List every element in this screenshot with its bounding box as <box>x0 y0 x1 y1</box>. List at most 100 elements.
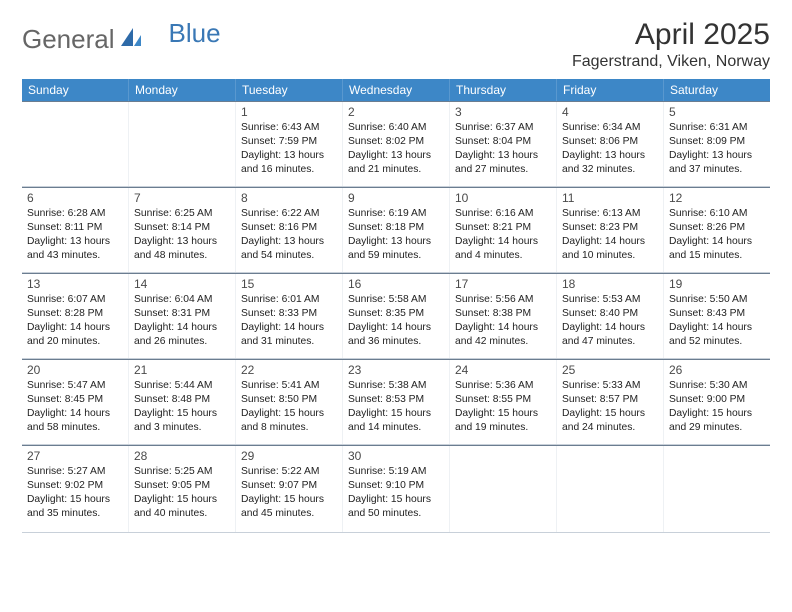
daylight-text: Daylight: 13 hours <box>241 235 337 249</box>
sunrise-text: Sunrise: 6:40 AM <box>348 121 444 135</box>
logo-text-blue: Blue <box>169 18 221 49</box>
sunrise-text: Sunrise: 6:16 AM <box>455 207 551 221</box>
daylight-text: Daylight: 15 hours <box>455 407 551 421</box>
day-cell: 15Sunrise: 6:01 AMSunset: 8:33 PMDayligh… <box>236 274 343 358</box>
daylight-text: Daylight: 15 hours <box>348 407 444 421</box>
brand-logo: General Blue <box>22 18 221 55</box>
sunset-text: Sunset: 8:26 PM <box>669 221 765 235</box>
day-cell: 26Sunrise: 5:30 AMSunset: 9:00 PMDayligh… <box>664 360 770 444</box>
sunset-text: Sunset: 8:02 PM <box>348 135 444 149</box>
week-row: 6Sunrise: 6:28 AMSunset: 8:11 PMDaylight… <box>22 187 770 273</box>
day-cell: 23Sunrise: 5:38 AMSunset: 8:53 PMDayligh… <box>343 360 450 444</box>
day-number: 28 <box>134 448 230 464</box>
sunset-text: Sunset: 9:05 PM <box>134 479 230 493</box>
empty-day-cell <box>664 446 770 532</box>
daylight-text: and 21 minutes. <box>348 163 444 177</box>
logo-sail-icon <box>119 24 143 55</box>
day-number: 29 <box>241 448 337 464</box>
daylight-text: Daylight: 13 hours <box>241 149 337 163</box>
day-cell: 30Sunrise: 5:19 AMSunset: 9:10 PMDayligh… <box>343 446 450 532</box>
sunrise-text: Sunrise: 6:10 AM <box>669 207 765 221</box>
daylight-text: Daylight: 14 hours <box>562 321 658 335</box>
day-cell: 24Sunrise: 5:36 AMSunset: 8:55 PMDayligh… <box>450 360 557 444</box>
dow-tuesday: Tuesday <box>236 79 343 101</box>
sunset-text: Sunset: 9:07 PM <box>241 479 337 493</box>
daylight-text: Daylight: 14 hours <box>348 321 444 335</box>
day-number: 12 <box>669 190 765 206</box>
sunset-text: Sunset: 8:23 PM <box>562 221 658 235</box>
day-number: 20 <box>27 362 123 378</box>
sunrise-text: Sunrise: 6:01 AM <box>241 293 337 307</box>
sunrise-text: Sunrise: 5:30 AM <box>669 379 765 393</box>
day-cell: 9Sunrise: 6:19 AMSunset: 8:18 PMDaylight… <box>343 188 450 272</box>
day-cell: 14Sunrise: 6:04 AMSunset: 8:31 PMDayligh… <box>129 274 236 358</box>
day-number: 4 <box>562 104 658 120</box>
day-cell: 27Sunrise: 5:27 AMSunset: 9:02 PMDayligh… <box>22 446 129 532</box>
day-cell: 18Sunrise: 5:53 AMSunset: 8:40 PMDayligh… <box>557 274 664 358</box>
day-number: 7 <box>134 190 230 206</box>
daylight-text: Daylight: 15 hours <box>562 407 658 421</box>
day-cell: 20Sunrise: 5:47 AMSunset: 8:45 PMDayligh… <box>22 360 129 444</box>
sunrise-text: Sunrise: 6:25 AM <box>134 207 230 221</box>
sunset-text: Sunset: 8:43 PM <box>669 307 765 321</box>
day-number: 6 <box>27 190 123 206</box>
sunset-text: Sunset: 8:40 PM <box>562 307 658 321</box>
sunrise-text: Sunrise: 5:25 AM <box>134 465 230 479</box>
sunrise-text: Sunrise: 6:19 AM <box>348 207 444 221</box>
dow-sunday: Sunday <box>22 79 129 101</box>
month-title: April 2025 <box>572 18 770 52</box>
daylight-text: Daylight: 13 hours <box>348 235 444 249</box>
sunrise-text: Sunrise: 5:33 AM <box>562 379 658 393</box>
daylight-text: and 45 minutes. <box>241 507 337 521</box>
sunset-text: Sunset: 8:33 PM <box>241 307 337 321</box>
sunset-text: Sunset: 9:00 PM <box>669 393 765 407</box>
week-row: 1Sunrise: 6:43 AMSunset: 7:59 PMDaylight… <box>22 101 770 187</box>
daylight-text: Daylight: 13 hours <box>669 149 765 163</box>
sunrise-text: Sunrise: 5:36 AM <box>455 379 551 393</box>
day-of-week-header: Sunday Monday Tuesday Wednesday Thursday… <box>22 79 770 101</box>
sunrise-text: Sunrise: 5:56 AM <box>455 293 551 307</box>
sunset-text: Sunset: 8:57 PM <box>562 393 658 407</box>
daylight-text: Daylight: 15 hours <box>134 407 230 421</box>
day-number: 3 <box>455 104 551 120</box>
day-number: 14 <box>134 276 230 292</box>
sunset-text: Sunset: 8:53 PM <box>348 393 444 407</box>
daylight-text: Daylight: 14 hours <box>134 321 230 335</box>
sunset-text: Sunset: 8:06 PM <box>562 135 658 149</box>
sunset-text: Sunset: 8:55 PM <box>455 393 551 407</box>
daylight-text: and 43 minutes. <box>27 249 123 263</box>
daylight-text: Daylight: 14 hours <box>669 321 765 335</box>
day-number: 2 <box>348 104 444 120</box>
day-cell: 5Sunrise: 6:31 AMSunset: 8:09 PMDaylight… <box>664 102 770 186</box>
daylight-text: Daylight: 14 hours <box>455 321 551 335</box>
day-number: 11 <box>562 190 658 206</box>
daylight-text: Daylight: 15 hours <box>134 493 230 507</box>
day-number: 22 <box>241 362 337 378</box>
sunset-text: Sunset: 8:50 PM <box>241 393 337 407</box>
day-cell: 12Sunrise: 6:10 AMSunset: 8:26 PMDayligh… <box>664 188 770 272</box>
day-number: 30 <box>348 448 444 464</box>
daylight-text: and 37 minutes. <box>669 163 765 177</box>
sunset-text: Sunset: 8:04 PM <box>455 135 551 149</box>
day-number: 9 <box>348 190 444 206</box>
daylight-text: and 42 minutes. <box>455 335 551 349</box>
day-number: 15 <box>241 276 337 292</box>
sunrise-text: Sunrise: 6:22 AM <box>241 207 337 221</box>
sunrise-text: Sunrise: 6:37 AM <box>455 121 551 135</box>
day-cell: 22Sunrise: 5:41 AMSunset: 8:50 PMDayligh… <box>236 360 343 444</box>
sunset-text: Sunset: 8:45 PM <box>27 393 123 407</box>
daylight-text: Daylight: 13 hours <box>348 149 444 163</box>
daylight-text: Daylight: 14 hours <box>455 235 551 249</box>
empty-day-cell <box>557 446 664 532</box>
empty-day-cell <box>129 102 236 186</box>
daylight-text: and 20 minutes. <box>27 335 123 349</box>
sunrise-text: Sunrise: 6:07 AM <box>27 293 123 307</box>
daylight-text: Daylight: 15 hours <box>348 493 444 507</box>
daylight-text: Daylight: 14 hours <box>562 235 658 249</box>
calendar-page: General Blue April 2025 Fagerstrand, Vik… <box>0 0 792 533</box>
daylight-text: and 3 minutes. <box>134 421 230 435</box>
sunset-text: Sunset: 8:16 PM <box>241 221 337 235</box>
day-cell: 21Sunrise: 5:44 AMSunset: 8:48 PMDayligh… <box>129 360 236 444</box>
day-cell: 19Sunrise: 5:50 AMSunset: 8:43 PMDayligh… <box>664 274 770 358</box>
sunrise-text: Sunrise: 5:22 AM <box>241 465 337 479</box>
